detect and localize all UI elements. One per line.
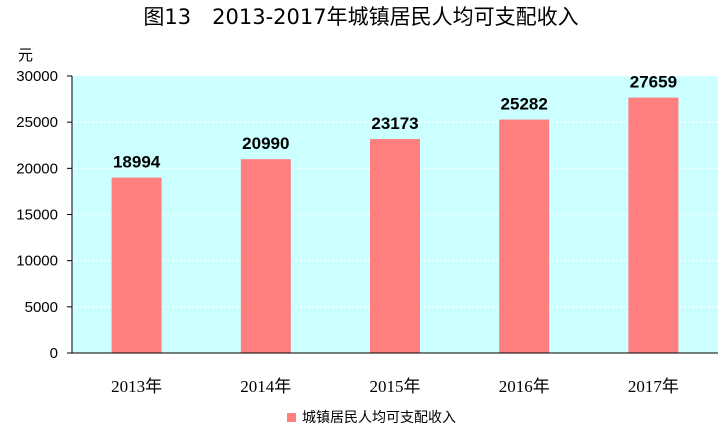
data-label: 18994 — [113, 153, 161, 172]
y-tick-label: 20000 — [16, 160, 58, 177]
bar — [499, 119, 550, 353]
x-tick-label: 2015年 — [370, 377, 421, 396]
y-tick-label: 25000 — [16, 114, 58, 131]
x-tick-label: 2014年 — [240, 377, 291, 396]
bars — [111, 97, 679, 353]
data-label: 25282 — [501, 95, 548, 114]
x-tick-label: 2016年 — [499, 377, 550, 396]
x-axis-ticks: 2013年 2014年 2015年 2016年 2017年 — [111, 377, 679, 396]
y-tick-label: 15000 — [16, 207, 58, 224]
data-label: 23173 — [371, 114, 418, 133]
data-labels: 18994 20990 23173 25282 27659 — [113, 73, 677, 172]
data-label: 27659 — [630, 73, 677, 92]
y-tick-label: 5000 — [25, 299, 58, 316]
bar — [628, 97, 679, 353]
legend: 城镇居民人均可支配收入 — [287, 410, 456, 426]
legend-swatch — [287, 413, 296, 422]
bar — [111, 177, 162, 353]
bar — [240, 159, 291, 353]
y-tick-label: 10000 — [16, 253, 58, 270]
data-label: 20990 — [242, 134, 289, 153]
legend-label: 城镇居民人均可支配收入 — [302, 410, 456, 426]
y-tick-label: 30000 — [16, 68, 58, 85]
x-tick-label: 2013年 — [111, 377, 162, 396]
y-axis-ticks: 0 5000 10000 15000 20000 25000 30000 — [16, 68, 72, 362]
chart-title: 图13 2013-2017年城镇居民人均可支配收入 — [143, 5, 578, 29]
bar — [370, 139, 420, 353]
y-tick-label: 0 — [50, 345, 58, 362]
x-tick-label: 2017年 — [628, 377, 679, 396]
y-axis-unit-label: 元 — [18, 46, 33, 64]
